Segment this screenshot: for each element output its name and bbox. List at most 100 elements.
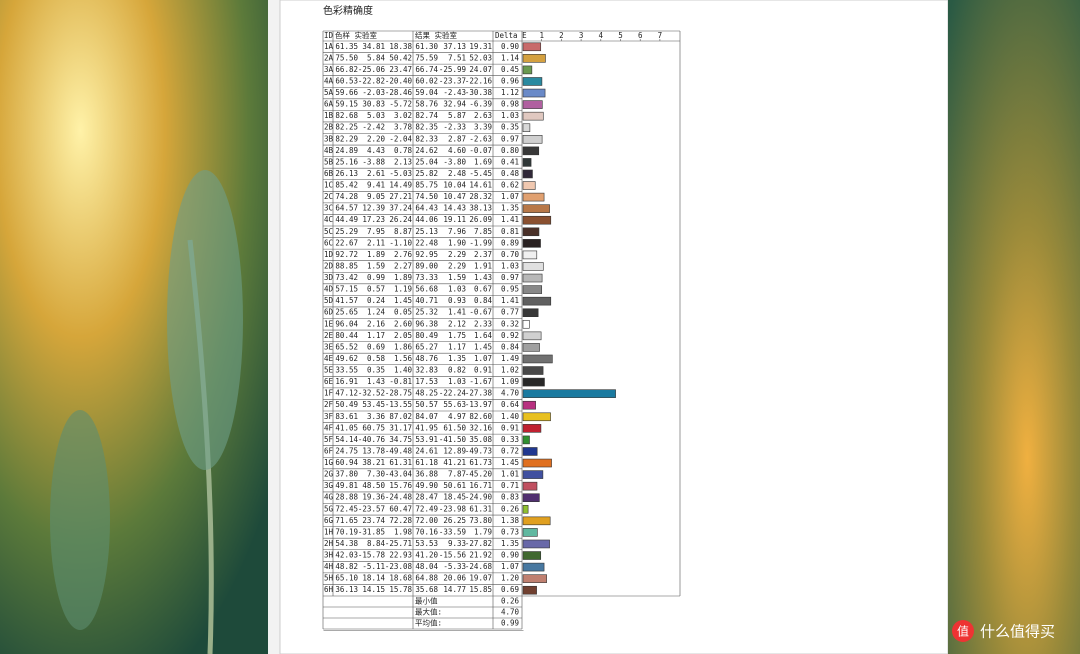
sample-value: 42.03 <box>335 551 358 560</box>
result-value: -2.63 <box>469 134 492 143</box>
row-id: 5A <box>324 88 334 97</box>
sample-value: 14.15 <box>362 585 385 594</box>
row-id: 3G <box>324 481 334 490</box>
sample-value: 2.11 <box>367 238 385 247</box>
row-id: 1G <box>324 458 334 467</box>
axis-tick-label: 2 <box>559 31 564 40</box>
result-value: 40.71 <box>415 296 438 305</box>
delta-e-bar <box>522 366 544 375</box>
row-id: 2D <box>324 261 334 270</box>
row-id: 4B <box>324 146 334 155</box>
sample-value: 4.43 <box>367 146 385 155</box>
result-value: -24.90 <box>465 493 493 502</box>
wheat-ear <box>167 170 243 470</box>
sample-value: 23.74 <box>362 516 385 525</box>
result-value: 0.82 <box>448 366 466 375</box>
delta-e-value: 0.81 <box>501 227 519 236</box>
result-value: -30.38 <box>465 88 493 97</box>
sample-value: -28.75 <box>385 389 412 398</box>
delta-e-value: 0.95 <box>501 285 519 294</box>
delta-e-bar <box>522 585 537 595</box>
delta-e-bar <box>522 331 542 341</box>
result-value: 96.38 <box>415 319 438 328</box>
delta-e-value: 0.92 <box>501 331 519 340</box>
sample-value: 7.30 <box>367 470 386 479</box>
delta-e-value: 0.26 <box>501 504 520 513</box>
result-value: 74.50 <box>415 192 438 201</box>
result-value: 0.67 <box>474 285 492 294</box>
delta-e-bar <box>522 192 545 202</box>
result-value: 25.13 <box>415 227 438 236</box>
delta-e-value: 0.84 <box>501 342 520 351</box>
sample-value: 1.43 <box>367 377 385 386</box>
result-value: 1.43 <box>474 273 492 282</box>
row-id: 4G <box>324 493 334 502</box>
wheat-ear <box>50 410 110 630</box>
sample-value: 15.76 <box>389 481 412 490</box>
watermark-text: 什么值得买 <box>980 623 1055 641</box>
delta-e-value: 0.98 <box>501 100 520 109</box>
sample-value: 48.50 <box>362 481 385 490</box>
row-id: 2C <box>324 192 333 201</box>
delta-e-value: 0.97 <box>501 273 519 282</box>
delta-e-bar <box>522 412 551 422</box>
result-value: 48.25 <box>415 389 438 398</box>
sample-value: -13.55 <box>385 400 412 409</box>
row-id: 2F <box>324 400 334 409</box>
delta-e-bar <box>522 54 546 63</box>
sample-value: 1.19 <box>394 285 412 294</box>
sample-value: 34.81 <box>362 42 385 51</box>
sample-value: 75.50 <box>335 53 358 62</box>
delta-e-bar <box>522 146 540 156</box>
result-value: 28.32 <box>469 192 492 201</box>
result-value: 55.63 <box>443 400 466 409</box>
document-page <box>279 0 949 654</box>
sample-value: 2.13 <box>394 157 412 166</box>
sample-value: 28.88 <box>335 493 358 502</box>
result-value: 84.07 <box>415 412 438 421</box>
result-value: 48.76 <box>415 354 438 363</box>
result-value: 0.84 <box>474 296 493 305</box>
delta-e-bar <box>522 65 533 75</box>
sample-value: 18.38 <box>389 42 412 51</box>
sample-value: 59.15 <box>335 100 358 109</box>
result-value: 59.04 <box>415 88 438 97</box>
sample-value: 5.84 <box>367 53 386 62</box>
row-id: 2B <box>324 123 334 132</box>
right-photo <box>948 0 1080 654</box>
result-value: -23.98 <box>439 504 467 513</box>
result-value: 1.79 <box>474 527 492 536</box>
row-id: 6H <box>324 585 334 594</box>
result-value: -3.80 <box>443 157 466 166</box>
row-id: 5B <box>324 157 334 166</box>
delta-e-bar <box>522 354 553 364</box>
delta-e-value: 1.49 <box>501 354 519 363</box>
sample-value: 1.98 <box>394 527 413 536</box>
result-value: 61.31 <box>469 504 492 513</box>
result-value: 0.93 <box>448 296 466 305</box>
sample-value: 2.05 <box>394 331 412 340</box>
result-value: 21.92 <box>469 551 492 560</box>
row-id: 2H <box>324 539 334 548</box>
result-value: -49.73 <box>465 446 492 455</box>
row-id: 2G <box>324 470 334 479</box>
result-value: -5.45 <box>469 169 492 178</box>
sample-value: 18.68 <box>389 574 412 583</box>
row-id: 1F <box>324 389 334 398</box>
sample-value: -32.52 <box>358 389 385 398</box>
sample-value: 74.28 <box>335 192 358 201</box>
result-value: 17.53 <box>415 377 438 386</box>
summary-value: 0.99 <box>501 619 519 628</box>
result-value: 7.51 <box>448 53 466 62</box>
sample-value: 24.89 <box>335 146 358 155</box>
delta-e-value: 1.02 <box>501 366 519 375</box>
result-value: -6.39 <box>469 100 492 109</box>
sample-value: 65.10 <box>335 574 358 583</box>
delta-e-value: 1.07 <box>501 192 519 201</box>
result-value: 1.07 <box>474 354 492 363</box>
result-value: 80.49 <box>415 331 438 340</box>
row-id: 4F <box>324 423 334 432</box>
delta-e-value: 0.32 <box>501 319 519 328</box>
result-value: 35.68 <box>415 585 438 594</box>
